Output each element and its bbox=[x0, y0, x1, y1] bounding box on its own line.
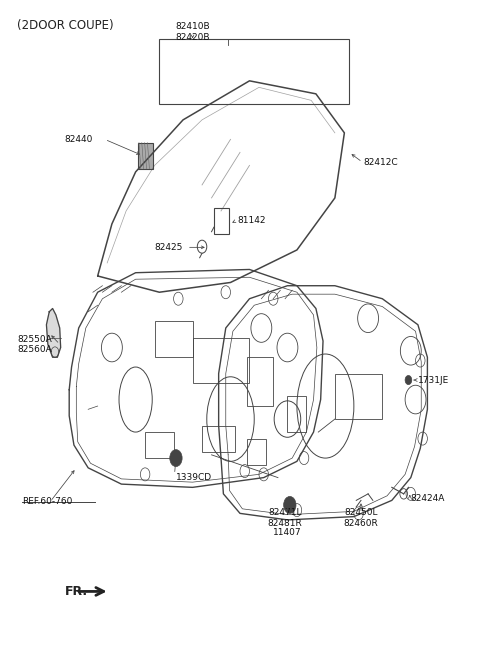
Bar bbox=[247, 358, 273, 406]
Circle shape bbox=[284, 497, 296, 514]
Text: REF.60-760: REF.60-760 bbox=[22, 497, 72, 506]
Bar bbox=[145, 432, 174, 458]
Polygon shape bbox=[47, 308, 60, 358]
Text: 82550A
82560A: 82550A 82560A bbox=[17, 335, 52, 354]
Bar bbox=[288, 396, 306, 432]
Circle shape bbox=[170, 449, 182, 466]
Text: 1339CD: 1339CD bbox=[176, 473, 212, 482]
Text: FR.: FR. bbox=[64, 585, 87, 598]
Text: 81142: 81142 bbox=[238, 216, 266, 225]
Bar bbox=[247, 439, 266, 464]
Bar bbox=[192, 338, 250, 383]
Bar bbox=[138, 142, 153, 169]
Bar bbox=[335, 373, 383, 419]
Text: 82425: 82425 bbox=[155, 243, 183, 252]
Bar bbox=[202, 426, 235, 451]
Bar bbox=[155, 321, 192, 358]
Text: 82450L
82460R: 82450L 82460R bbox=[344, 508, 378, 527]
Bar bbox=[159, 39, 349, 104]
Text: 82412C: 82412C bbox=[363, 157, 398, 167]
Text: (2DOOR COUPE): (2DOOR COUPE) bbox=[17, 19, 114, 32]
Text: 1731JE: 1731JE bbox=[418, 375, 449, 384]
Text: 82410B
82420B: 82410B 82420B bbox=[175, 22, 210, 42]
Text: 11407: 11407 bbox=[273, 528, 302, 537]
Text: 82471L
82481R: 82471L 82481R bbox=[268, 508, 302, 527]
Bar bbox=[214, 208, 229, 234]
Circle shape bbox=[405, 375, 412, 384]
Text: 82440: 82440 bbox=[64, 135, 93, 144]
Text: 82424A: 82424A bbox=[411, 494, 445, 503]
